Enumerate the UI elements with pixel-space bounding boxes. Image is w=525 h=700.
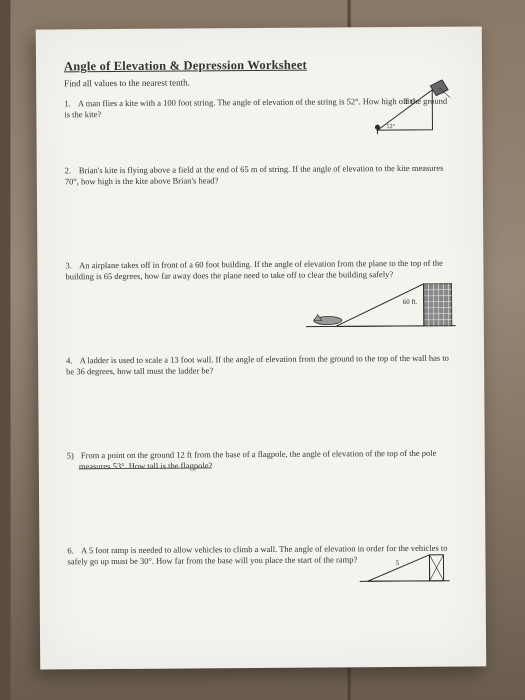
problem-2-text: Brian's kite is flying above a field at …	[65, 163, 444, 187]
problem-2-number: 2.	[65, 165, 77, 177]
worksheet-paper: Angle of Elevation & Depression Workshee…	[36, 26, 486, 669]
problem-6-diagram: 5	[359, 544, 449, 587]
problem-4-text: A ladder is used to scale a 13 foot wall…	[66, 353, 449, 377]
p1-angle-label: 52°	[386, 123, 395, 130]
problem-3-diagram: 60 ft.	[306, 276, 456, 332]
spacer	[67, 476, 457, 517]
problem-4: 4. A ladder is used to scale a 13 foot w…	[66, 352, 456, 378]
problem-4-number: 4.	[66, 355, 78, 367]
problem-3: 3. An airplane takes off in front of a 6…	[65, 258, 455, 284]
problem-1-diagram: 100 52°	[372, 80, 452, 136]
problem-1: 1. A man flies a kite with a 100 foot st…	[64, 96, 454, 122]
spacer	[65, 192, 455, 233]
problem-5-text-b: measures 53°. How tall is the flagpole?	[79, 461, 213, 473]
problem-2: 2. Brian's kite is flying above a field …	[65, 163, 455, 189]
problem-3-number: 3.	[65, 260, 77, 272]
p6-hyp-label: 5	[395, 559, 399, 567]
problem-6: 6. A 5 foot ramp is needed to allow vehi…	[67, 542, 457, 568]
problem-5: 5) From a point on the ground 12 ft from…	[67, 447, 457, 473]
spacer	[67, 419, 457, 450]
p3-height-label: 60 ft.	[403, 298, 418, 306]
problem-6-number: 6.	[67, 545, 79, 557]
spacer	[65, 230, 455, 261]
problem-5-text-a: From a point on the ground 12 ft from th…	[81, 448, 437, 460]
spacer	[67, 514, 457, 545]
spacer	[66, 381, 456, 422]
worksheet-title: Angle of Elevation & Depression Workshee…	[64, 57, 454, 75]
p1-hyp-label: 100	[404, 98, 415, 106]
problem-5-number: 5)	[67, 450, 79, 462]
problem-1-number: 1.	[64, 98, 76, 110]
